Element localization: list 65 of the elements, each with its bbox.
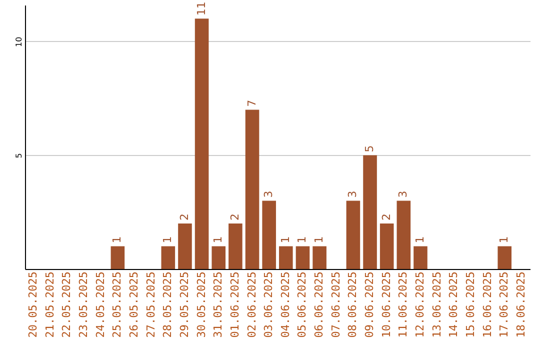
data-label: 3 [396, 190, 410, 198]
x-tick-label: 29.05.2025 [178, 272, 191, 338]
data-label: 2 [178, 213, 191, 220]
x-tick-label: 04.06.2025 [278, 272, 292, 338]
x-tick-label: 03.06.2025 [262, 272, 276, 338]
x-tick-label: 28.05.2025 [161, 272, 174, 338]
x-tick-label: 09.06.2025 [363, 272, 376, 338]
data-label: 7 [245, 100, 258, 107]
y-tick-label: 10 [14, 36, 24, 48]
bar [245, 110, 260, 269]
x-tick-label: 05.06.2025 [296, 272, 309, 338]
data-label: 1 [110, 236, 124, 244]
x-tick-label: 20.05.2025 [26, 272, 40, 338]
data-label: 1 [212, 236, 225, 244]
bar [396, 200, 411, 269]
bar [380, 223, 394, 269]
bar [312, 246, 326, 269]
x-tick-label: 30.05.2025 [194, 272, 208, 338]
data-label: 5 [363, 145, 376, 152]
data-label: 11 [194, 2, 208, 16]
data-label: 3 [346, 190, 360, 198]
data-label: 1 [312, 236, 326, 244]
x-tick-label: 06.06.2025 [312, 272, 326, 338]
x-tick-label: 24.05.2025 [94, 272, 107, 338]
bar [212, 246, 226, 269]
x-tick-label: 10.06.2025 [380, 272, 393, 338]
bar [110, 246, 125, 269]
bar [296, 246, 310, 269]
x-tick-label: 15.06.2025 [464, 272, 477, 338]
bar [178, 223, 192, 269]
data-label: 1 [413, 236, 426, 244]
bar [279, 246, 293, 269]
data-label: 3 [262, 190, 276, 198]
bar [346, 200, 360, 269]
data-label: 1 [278, 236, 292, 244]
x-tick-label: 13.06.2025 [430, 272, 444, 338]
bar [161, 246, 176, 269]
x-tick-label: 23.05.2025 [77, 272, 90, 338]
x-tick-label: 26.05.2025 [128, 272, 141, 338]
bar [262, 200, 276, 269]
bar [414, 246, 428, 269]
x-tick-label: 07.06.2025 [329, 272, 342, 338]
x-tick-label: 22.05.2025 [60, 272, 74, 338]
x-tick-label: 14.06.2025 [447, 272, 460, 338]
x-tick-label: 02.06.2025 [245, 272, 258, 338]
x-tick-label: 12.06.2025 [413, 272, 426, 338]
x-tick-label: 08.06.2025 [346, 272, 360, 338]
x-tick-label: 17.06.2025 [498, 272, 511, 338]
x-tick-label: 21.05.2025 [43, 272, 56, 338]
x-tick-label: 11.06.2025 [396, 272, 410, 338]
x-tick-label: 27.05.2025 [144, 272, 158, 338]
x-tick-label: 01.06.2025 [228, 272, 242, 338]
data-label: 2 [380, 213, 393, 220]
bar [228, 223, 242, 269]
x-tick-label: 16.06.2025 [480, 272, 494, 338]
data-label: 1 [161, 236, 174, 244]
x-tick-label: 18.06.2025 [514, 272, 528, 338]
bar [363, 155, 377, 269]
bar [194, 18, 209, 269]
data-label: 2 [228, 213, 242, 220]
x-tick-label: 31.05.2025 [212, 272, 225, 338]
x-tick-label: 25.05.2025 [110, 272, 124, 338]
data-label: 1 [296, 236, 309, 244]
data-label: 1 [498, 236, 511, 244]
bar [498, 246, 512, 269]
